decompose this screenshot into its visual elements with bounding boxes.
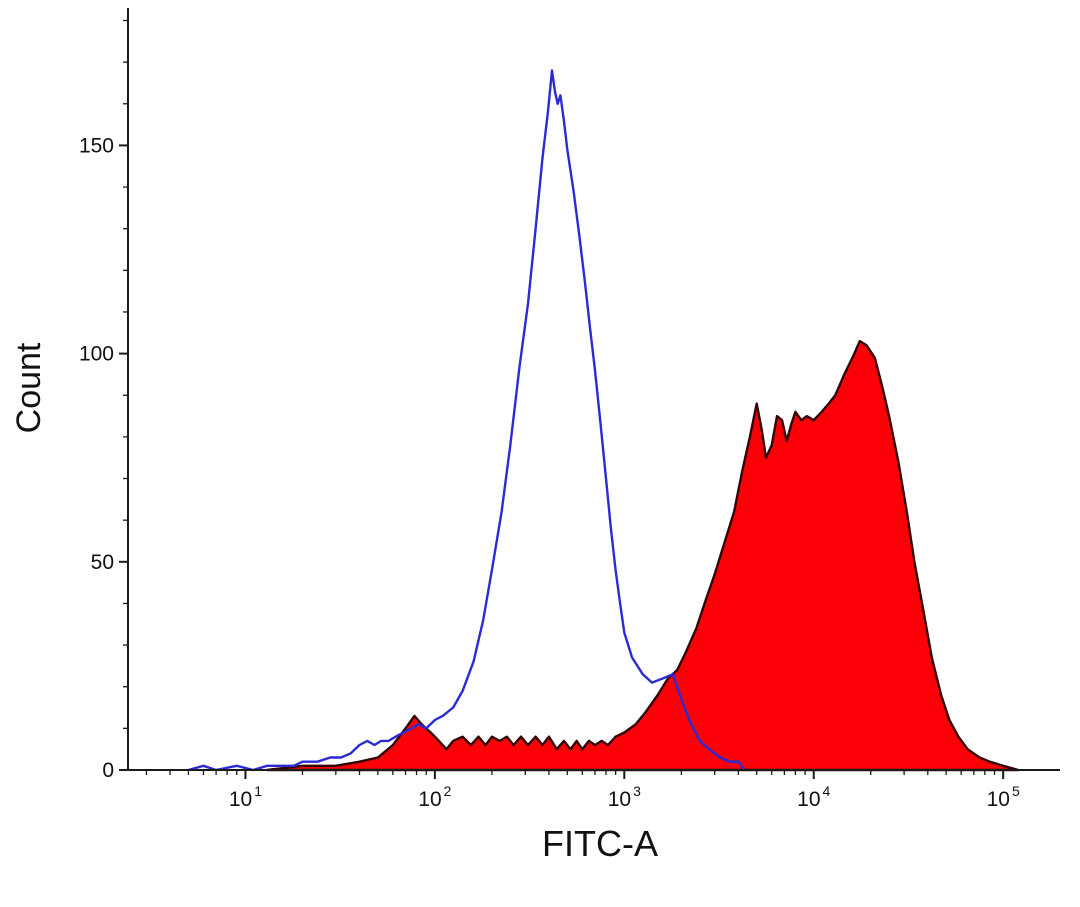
x-tick-label: 10 4 xyxy=(797,783,830,811)
x-tick-label: 10 3 xyxy=(608,783,641,811)
stained-sample-filled-red xyxy=(265,339,1020,772)
plot-area: 10 1 10 2 10 3 10 4 10 5 0 50 100 150 xyxy=(79,8,1060,811)
x-tick-label: 10 5 xyxy=(987,783,1020,811)
x-tick-label: 10 2 xyxy=(418,783,451,811)
x-tick-label: 10 1 xyxy=(229,783,262,811)
y-tick-label: 150 xyxy=(79,134,114,157)
y-tick-label: 0 xyxy=(102,759,114,782)
x-axis-label: FITC-A xyxy=(542,823,658,864)
y-tick-label: 50 xyxy=(91,551,114,574)
unstained-control-open-blue xyxy=(187,69,746,772)
y-tick-label: 100 xyxy=(79,343,114,366)
y-axis-label: Count xyxy=(10,342,48,433)
